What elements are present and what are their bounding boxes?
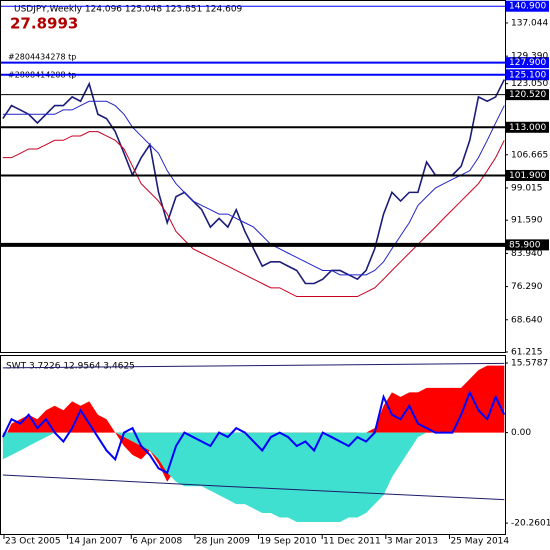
level-box — [506, 89, 549, 101]
y-tick-label: 137.044 — [511, 18, 548, 28]
y-tick-label: 15.5787 — [511, 359, 548, 369]
line — [2, 131, 505, 298]
x-tick-label: 25 May 2014 — [450, 537, 509, 547]
level-box — [506, 121, 549, 133]
x-tick-label: 28 Jun 2009 — [196, 537, 250, 547]
line — [1, 389, 506, 475]
y-tick-label: -20.2601 — [511, 519, 550, 529]
y-tick-label: 61.215 — [511, 348, 543, 358]
indicator-title: SWT 3.7226 12.9564 3.4625 — [6, 362, 135, 372]
level-label: 120.520 — [509, 90, 546, 100]
x-tick-label: 19 Sep 2010 — [260, 537, 317, 547]
price-panel — [0, 0, 506, 353]
y-tick-label: 76.290 — [511, 282, 543, 292]
line — [2, 362, 505, 369]
level-box — [506, 169, 549, 181]
x-tick-label: 6 Apr 2008 — [132, 537, 182, 547]
y-tick-label: 68.640 — [511, 315, 543, 325]
y-tick-label: 99.015 — [511, 183, 543, 193]
level-label: 101.900 — [509, 171, 546, 181]
line — [2, 79, 506, 285]
level-box — [506, 0, 549, 12]
oscillator-panel — [0, 355, 506, 535]
level-label: 127.900 — [509, 58, 546, 68]
x-tick-label: 3 Mar 2013 — [387, 537, 438, 547]
y-tick-label: 83.940 — [511, 249, 543, 259]
level-label: 140.900 — [509, 2, 546, 12]
level-box — [506, 239, 549, 251]
x-tick-label: 11 Dec 2011 — [323, 537, 381, 547]
area — [2, 365, 505, 482]
x-tick-label: 14 Jan 2007 — [69, 537, 123, 547]
value-readout: 27.8993 — [10, 15, 78, 33]
y-tick-label: 91.590 — [511, 216, 543, 226]
chart-title: USDJPY,Weekly 124.096 125.048 123.851 12… — [14, 5, 243, 15]
area — [2, 432, 505, 522]
y-tick-label: 129.390 — [511, 52, 548, 62]
line — [2, 100, 505, 276]
level-label: 113.000 — [509, 123, 546, 133]
y-tick-label: 106.665 — [511, 150, 548, 160]
annotation: #2804434278 tp — [8, 53, 76, 62]
y-tick-label: 0.00 — [511, 428, 531, 438]
level-label: 85.900 — [509, 240, 541, 250]
level-box — [506, 57, 549, 69]
y-tick-label: 123.050 — [511, 79, 548, 89]
level-label: 125.100 — [509, 70, 546, 80]
x-tick-label: 23 Oct 2005 — [5, 537, 61, 547]
level-box — [506, 69, 549, 81]
line — [2, 474, 505, 501]
